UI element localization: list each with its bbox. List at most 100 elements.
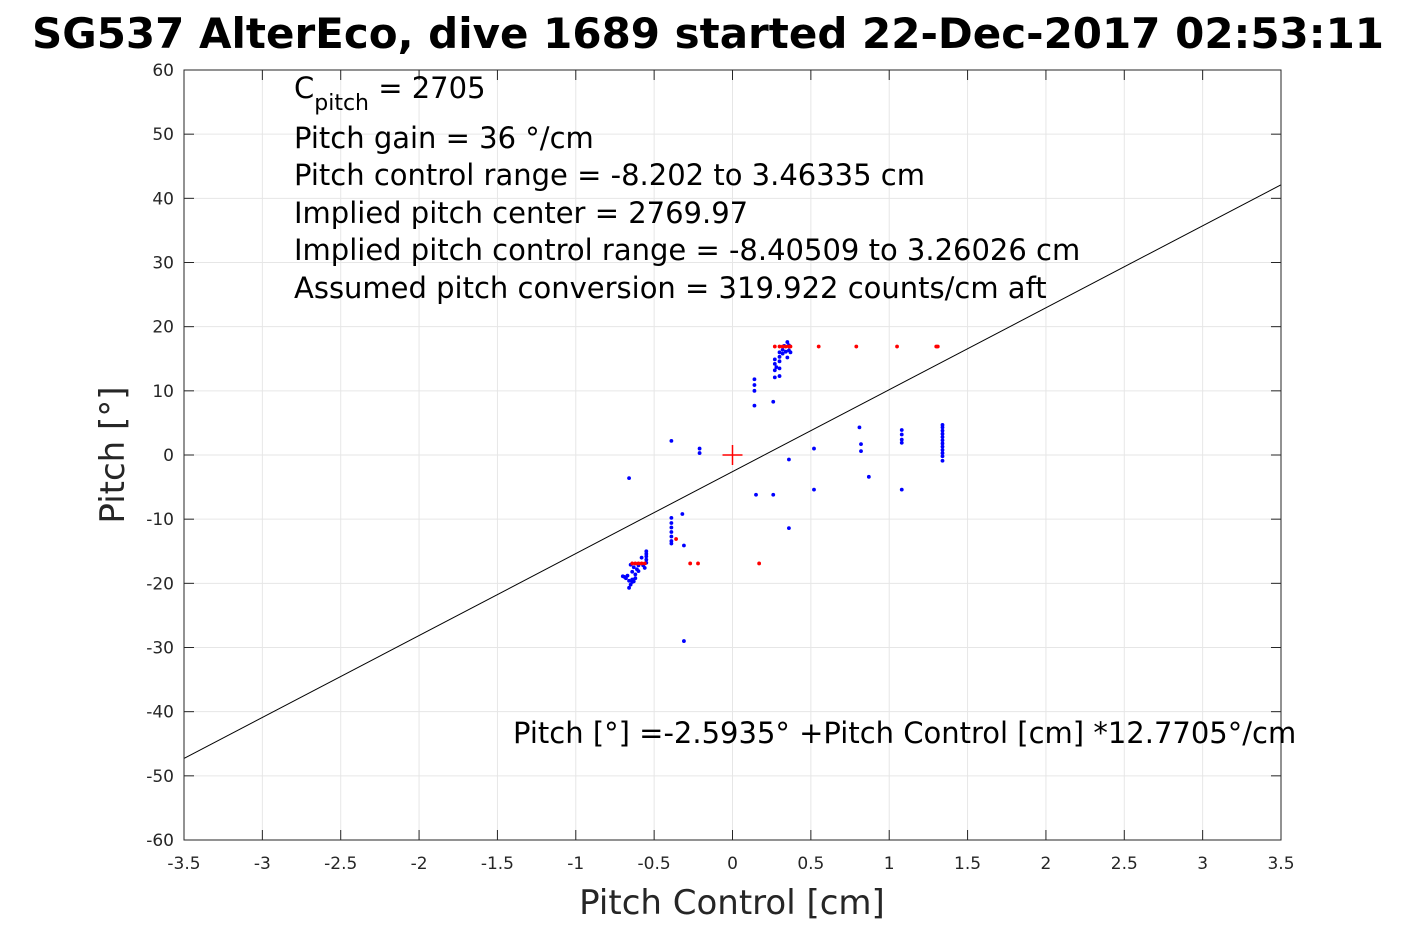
red-data-point bbox=[757, 561, 762, 566]
red-data-point bbox=[895, 344, 899, 349]
red-data-point bbox=[788, 344, 793, 349]
blue-data-point bbox=[772, 357, 777, 362]
blue-data-point bbox=[940, 431, 945, 436]
x-tick-label: -1 bbox=[567, 854, 584, 874]
blue-data-point bbox=[633, 576, 638, 581]
blue-data-point bbox=[669, 521, 674, 525]
blue-data-point bbox=[940, 451, 945, 455]
blue-data-point bbox=[859, 442, 863, 446]
blue-data-point bbox=[642, 566, 647, 570]
blue-data-point bbox=[644, 554, 649, 559]
blue-data-point bbox=[752, 377, 757, 382]
red-data-point bbox=[630, 561, 635, 566]
blue-data-point bbox=[940, 441, 945, 446]
blue-data-point bbox=[752, 383, 757, 387]
blue-data-point bbox=[680, 512, 685, 516]
parameter-annotations: Cpitch = 2705 Pitch gain = 36 °/cm Pitch… bbox=[294, 71, 1080, 305]
blue-data-point bbox=[630, 569, 635, 574]
blue-data-point bbox=[899, 432, 904, 437]
annotation-implied-pitch-center: Implied pitch center = 2769.97 bbox=[294, 196, 748, 230]
chart-title: SG537 AlterEco, dive 1689 started 22-Dec… bbox=[32, 9, 1384, 58]
c-pitch-subscript: pitch bbox=[314, 91, 369, 116]
blue-data-point bbox=[866, 474, 871, 479]
blue-data-point bbox=[787, 526, 791, 531]
red-data-point bbox=[935, 344, 940, 349]
annotation-pitch-control-range: Pitch control range = -8.202 to 3.46335 … bbox=[294, 158, 925, 192]
red-data-point bbox=[642, 561, 647, 566]
x-axis-ticks: -3.5 -3 -2.5 -2 -1.5 -1 -0.5 0 0.5 1 1.5 2 2.5 3 3.5 bbox=[167, 70, 1295, 874]
blue-data-point bbox=[777, 359, 782, 364]
y-tick-label: 50 bbox=[152, 125, 174, 145]
blue-data-point bbox=[899, 440, 904, 445]
annotation-implied-control-range: Implied pitch control range = -8.40509 t… bbox=[294, 233, 1080, 267]
x-tick-label: 2.5 bbox=[1111, 854, 1138, 874]
red-data-point bbox=[783, 344, 788, 349]
blue-data-point bbox=[777, 374, 782, 378]
blue-data-point bbox=[783, 349, 788, 354]
red-data-point bbox=[636, 561, 641, 566]
blue-data-point bbox=[785, 355, 790, 360]
red-data-point bbox=[696, 561, 700, 566]
y-tick-label: 10 bbox=[152, 382, 174, 402]
x-tick-label: -3 bbox=[254, 854, 271, 874]
y-tick-label: 60 bbox=[152, 61, 174, 81]
blue-data-point bbox=[785, 340, 790, 344]
x-tick-label: 1 bbox=[884, 854, 895, 874]
blue-data-point bbox=[669, 525, 674, 530]
blue-data-point bbox=[777, 350, 782, 355]
x-tick-label: 1.5 bbox=[954, 854, 981, 874]
blue-data-point bbox=[859, 449, 863, 454]
data-points-layer bbox=[620, 340, 945, 643]
red-data-point bbox=[854, 344, 859, 349]
blue-data-point bbox=[780, 351, 785, 356]
y-tick-label: -20 bbox=[146, 574, 174, 594]
blue-data-point bbox=[777, 354, 782, 359]
blue-data-point bbox=[940, 447, 945, 452]
blue-data-point bbox=[899, 428, 904, 432]
c-pitch-symbol: C bbox=[294, 71, 314, 105]
blue-data-point bbox=[788, 350, 793, 355]
blue-data-point bbox=[940, 438, 945, 443]
blue-data-point bbox=[772, 361, 777, 366]
blue-data-point bbox=[669, 438, 674, 443]
y-tick-label: 30 bbox=[152, 254, 174, 274]
x-tick-label: 3 bbox=[1197, 854, 1208, 874]
blue-data-point bbox=[627, 476, 631, 480]
blue-data-point bbox=[669, 530, 674, 534]
blue-data-point bbox=[682, 639, 686, 643]
blue-data-point bbox=[669, 534, 674, 539]
blue-data-point bbox=[644, 557, 649, 562]
center-marker-layer bbox=[722, 445, 743, 465]
annotation-pitch-gain: Pitch gain = 36 °/cm bbox=[294, 121, 594, 155]
blue-data-point bbox=[627, 585, 631, 590]
blue-data-point bbox=[777, 366, 782, 371]
fit-equation-label: Pitch [°] =-2.5935° +Pitch Control [cm] … bbox=[513, 716, 1296, 750]
blue-data-point bbox=[697, 451, 702, 455]
blue-data-point bbox=[787, 457, 791, 462]
blue-data-point bbox=[812, 487, 816, 492]
blue-data-point bbox=[772, 375, 777, 380]
blue-data-point bbox=[697, 446, 702, 451]
blue-data-point bbox=[940, 425, 945, 430]
x-tick-label: -2.5 bbox=[324, 854, 357, 874]
blue-data-point bbox=[940, 435, 945, 439]
x-tick-label: 2 bbox=[1041, 854, 1052, 874]
fit-line-layer bbox=[183, 184, 1282, 759]
y-tick-label: -10 bbox=[146, 510, 174, 530]
blue-data-point bbox=[772, 368, 777, 373]
blue-data-point bbox=[940, 428, 945, 433]
y-tick-label: -40 bbox=[146, 703, 174, 723]
y-axis-title: Pitch [°] bbox=[93, 386, 133, 523]
red-data-point bbox=[777, 344, 782, 349]
blue-data-point bbox=[774, 365, 779, 369]
red-data-point bbox=[816, 344, 821, 349]
blue-data-point bbox=[682, 543, 686, 548]
x-tick-label: 0.5 bbox=[797, 854, 824, 874]
y-tick-label: 0 bbox=[163, 446, 174, 466]
blue-data-point bbox=[771, 399, 776, 404]
y-tick-label: -30 bbox=[146, 639, 174, 659]
x-tick-label: 3.5 bbox=[1267, 854, 1294, 874]
x-tick-label: -3.5 bbox=[167, 854, 200, 874]
red-data-point bbox=[639, 561, 644, 566]
